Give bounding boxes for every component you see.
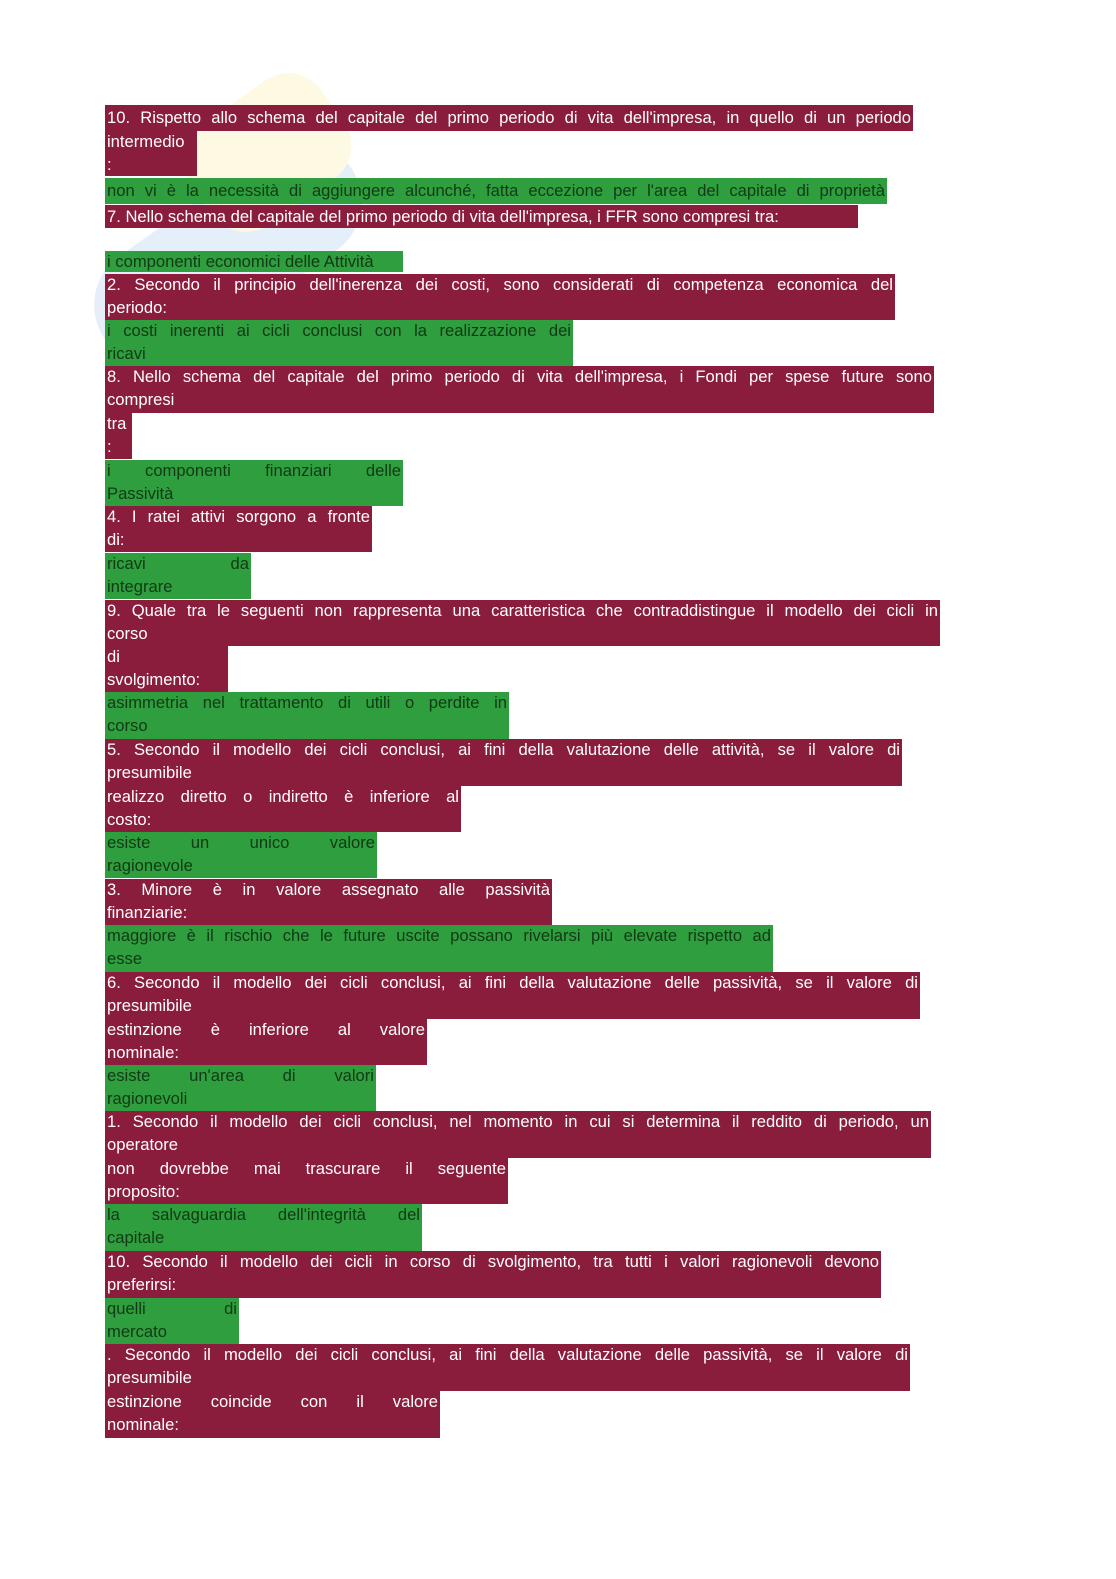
question-text-line: realizzo diretto o indiretto è inferiore… [107, 787, 459, 806]
question-text-line: svolgimento: [107, 669, 201, 689]
question-text-line: 9. Quale tra le seguenti non rappresenta… [107, 601, 938, 620]
question-block: 7. Nello schema del capitale del primo p… [105, 205, 858, 228]
question-text-line: non dovrebbe mai trascurare il seguente [107, 1159, 506, 1178]
answer-block: i costi inerenti ai cicli conclusi con l… [105, 320, 573, 366]
question-text-line: estinzione è inferiore al valore [107, 1020, 425, 1039]
answer-text-line: Passività [107, 483, 174, 503]
question-text-line: 6. Secondo il modello dei cicli conclusi… [107, 973, 918, 992]
answer-block: esiste un unico valore ragionevole [105, 832, 377, 878]
answer-text-line: ragionevoli [107, 1088, 188, 1108]
answer-text-line: integrare [107, 576, 173, 596]
question-text-line: 2. Secondo il principio dell'inerenza de… [107, 275, 893, 294]
question-text-line: proposito: [107, 1181, 180, 1201]
answer-text-line: i componenti finanziari delle [107, 461, 401, 480]
answer-text-line: ragionevole [107, 855, 193, 875]
question-block: 6. Secondo il modello dei cicli conclusi… [105, 972, 920, 1019]
question-text-line: 8. Nello schema del capitale del primo p… [107, 367, 932, 386]
answer-text-line: ricavi da [107, 554, 249, 573]
answer-text-line: esiste un'area di valori [107, 1066, 374, 1085]
question-text-line: : [107, 436, 112, 456]
answer-text-line: asimmetria nel trattamento di utili o pe… [107, 693, 507, 712]
question-text-line: operatore [107, 1134, 179, 1154]
question-text-line: preferirsi: [107, 1274, 177, 1294]
question-text-line: nominale: [107, 1414, 179, 1434]
question-block: di svolgimento: [105, 646, 228, 692]
question-block: 1. Secondo il modello dei cicli conclusi… [105, 1111, 931, 1158]
question-text-line: compresi [107, 389, 175, 409]
question-block: 10. Rispetto allo schema del capitale de… [105, 105, 913, 131]
answer-block: maggiore è il rischio che le future usci… [105, 925, 773, 972]
answer-text-line: capitale [107, 1227, 165, 1247]
answer-text-line: mercato [107, 1321, 167, 1341]
answer-text-line: maggiore è il rischio che le future usci… [107, 926, 771, 945]
answer-block: i componenti economici delle Attività [105, 251, 403, 272]
question-text-line: 5. Secondo il modello dei cicli conclusi… [107, 740, 900, 759]
question-block: 9. Quale tra le seguenti non rappresenta… [105, 600, 940, 646]
answer-block: ricavi da integrare [105, 553, 251, 599]
question-block: non dovrebbe mai trascurare il seguente p… [105, 1158, 508, 1204]
question-text-line: 4. I ratei attivi sorgono a fronte [107, 507, 370, 526]
question-text-line: 10. Rispetto allo schema del capitale de… [107, 108, 911, 127]
question-text-line: tra [107, 414, 127, 433]
answer-block: i componenti finanziari delle Passività [105, 460, 403, 506]
question-text-line: 10. Secondo il modello dei cicli in cors… [107, 1252, 879, 1271]
question-block: . Secondo il modello dei cicli conclusi,… [105, 1344, 910, 1391]
question-text-line: periodo: [107, 297, 167, 317]
answer-text-line: i costi inerenti ai cicli conclusi con l… [107, 321, 571, 340]
question-text-line: presumibile [107, 1367, 192, 1387]
question-text-line: costo: [107, 809, 152, 829]
question-block: 2. Secondo il principio dell'inerenza de… [105, 274, 895, 320]
question-block: estinzione coincide con il valore nominal… [105, 1391, 440, 1438]
question-text-line: . Secondo il modello dei cicli conclusi,… [107, 1345, 908, 1364]
answer-block: quelli di mercato [105, 1298, 239, 1344]
answer-text-line: i componenti economici delle Attività [107, 252, 374, 271]
question-text-line: 3. Minore è in valore assegnato alle pas… [107, 880, 550, 899]
question-text-line: 7. Nello schema del capitale del primo p… [107, 207, 779, 226]
question-block: estinzione è inferiore al valore nominale… [105, 1019, 427, 1065]
question-block: 5. Secondo il modello dei cicli conclusi… [105, 739, 902, 786]
question-text-line: presumibile [107, 762, 192, 782]
question-block: 10. Secondo il modello dei cicli in cors… [105, 1251, 881, 1298]
question-text-line: intermedio [107, 132, 185, 151]
question-text-line: di [107, 647, 120, 666]
answer-block: asimmetria nel trattamento di utili o pe… [105, 692, 509, 739]
answer-text-line: quelli di [107, 1299, 237, 1318]
question-block: 3. Minore è in valore assegnato alle pas… [105, 879, 552, 925]
question-block: 8. Nello schema del capitale del primo p… [105, 366, 934, 413]
question-text-line: finanziarie: [107, 902, 188, 922]
question-text-line: di: [107, 529, 125, 549]
question-text-line: : [107, 154, 112, 174]
question-block: intermedio: [105, 131, 197, 176]
answer-text-line: ricavi [107, 343, 146, 363]
question-text-line: nominale: [107, 1042, 179, 1062]
answer-text-line: la salvaguardia dell'integrità del [107, 1205, 420, 1224]
question-text-line: corso [107, 623, 148, 643]
answer-text-line: esiste un unico valore [107, 833, 375, 852]
question-text-line: 1. Secondo il modello dei cicli conclusi… [107, 1112, 929, 1131]
question-text-line: estinzione coincide con il valore [107, 1392, 438, 1411]
question-block: tra: [105, 413, 132, 459]
question-text-line: presumibile [107, 995, 192, 1015]
answer-block: non vi è la necessità di aggiungere alcu… [105, 178, 887, 204]
answer-text-line: esse [107, 948, 143, 968]
answer-text-line: corso [107, 715, 148, 735]
answer-block: la salvaguardia dell'integrità del capita… [105, 1204, 422, 1251]
answer-text-line: non vi è la necessità di aggiungere alcu… [107, 181, 885, 200]
question-block: 4. I ratei attivi sorgono a fronte di: [105, 506, 372, 552]
answer-block: esiste un'area di valori ragionevoli [105, 1065, 376, 1111]
question-block: realizzo diretto o indiretto è inferiore… [105, 786, 461, 832]
